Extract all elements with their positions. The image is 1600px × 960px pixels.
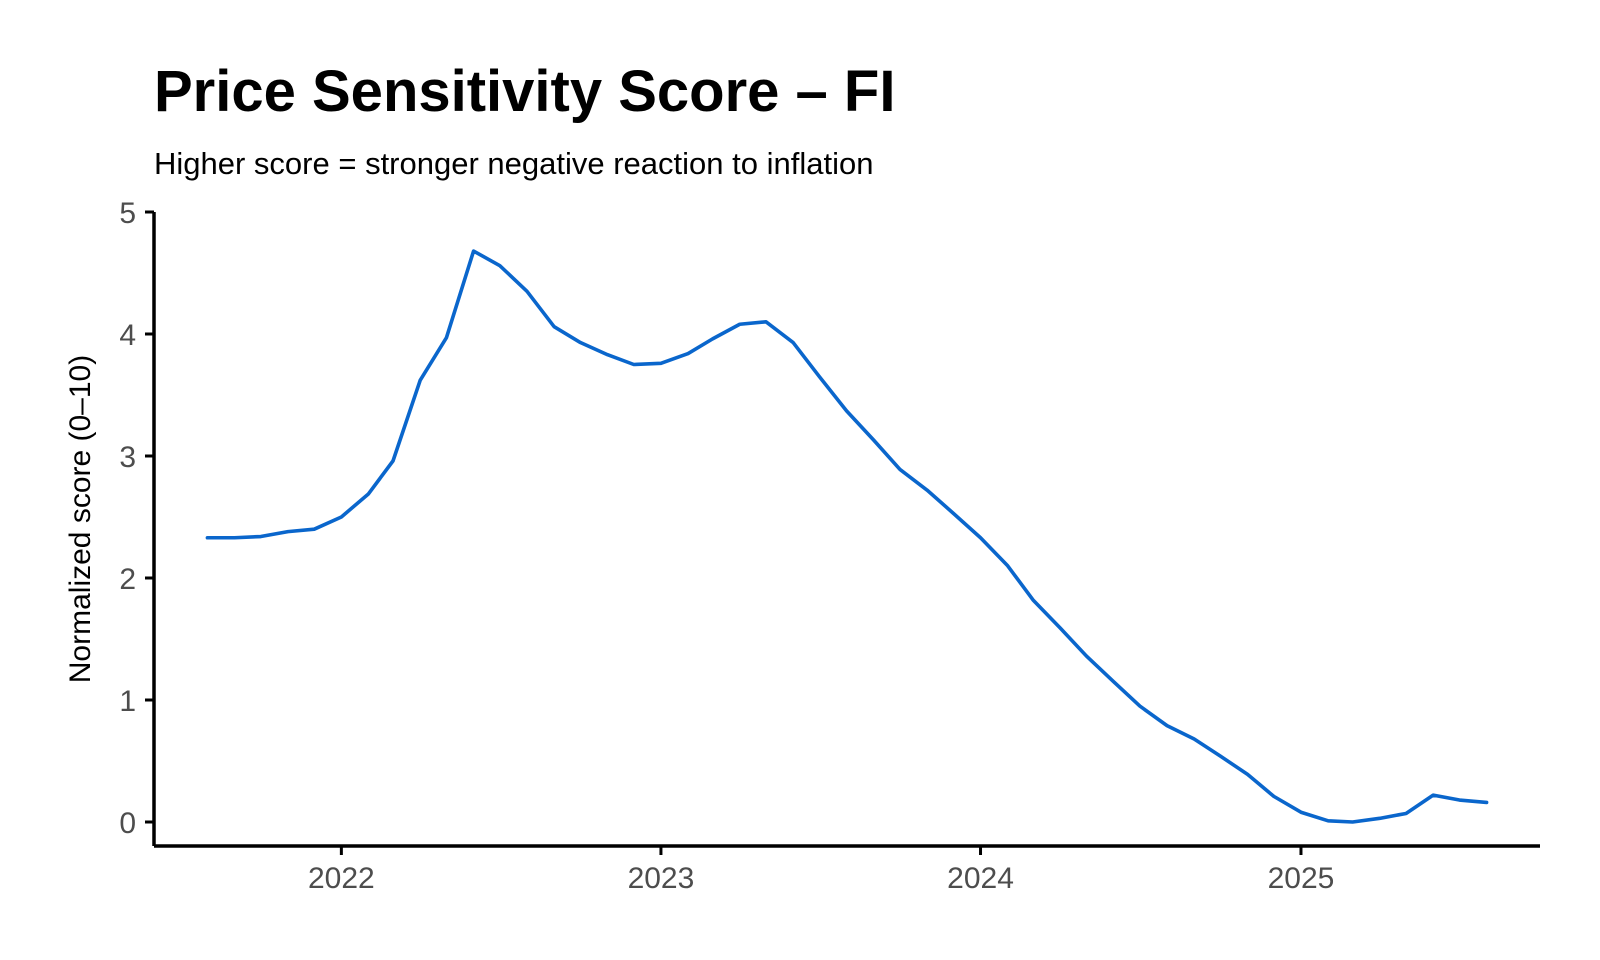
y-tick-label: 3 [119,441,136,474]
data-point [1112,680,1116,684]
y-tick-label: 4 [119,319,136,352]
data-point [525,289,529,293]
x-tick-label: 2022 [308,862,375,895]
data-point [1165,724,1169,728]
data-point [711,337,715,341]
data-point [1031,598,1035,602]
data-point [1485,800,1489,804]
data-point [1457,798,1461,802]
x-tick-label: 2025 [1268,862,1335,895]
series-line [205,249,1489,824]
data-point [659,361,663,365]
data-point [872,438,876,442]
y-tick-label: 1 [119,685,136,718]
data-point [286,530,290,534]
data-point [979,536,983,540]
data-point [1299,810,1303,814]
chart-subtitle: Higher score = stronger negative reactio… [154,146,874,181]
data-point [1138,704,1142,708]
data-point [1246,772,1250,776]
data-point [606,353,610,357]
y-tick-label: 2 [119,563,136,596]
data-point [339,515,343,519]
data-point [686,352,690,356]
x-tick-label: 2024 [947,862,1014,895]
y-axis-ticks: 0 1 2 3 4 5 [119,197,154,840]
chart-title: Price Sensitivity Score – FI [154,59,896,124]
data-point [1006,564,1010,568]
data-point [1218,754,1222,758]
data-point [1058,626,1062,630]
data-point [367,492,371,496]
data-point [233,536,237,540]
data-point [205,536,209,540]
data-point [1378,816,1382,820]
y-tick-label: 0 [119,807,136,840]
data-point [925,488,929,492]
data-point [632,363,636,367]
data-point [764,320,768,324]
data-point [1192,737,1196,741]
data-point [1326,819,1330,823]
data-point [951,511,955,515]
data-point [1084,654,1088,658]
data-point [472,249,476,253]
data-point [817,375,821,379]
data-point [312,527,316,531]
data-point [791,341,795,345]
data-point [898,467,902,471]
data-point [498,264,502,268]
data-point [444,336,448,340]
data-point [1404,811,1408,815]
data-point [552,325,556,329]
data-point [578,341,582,345]
x-axis-ticks: 2022 2023 2024 2025 [308,846,1334,895]
data-points [205,249,1488,824]
x-tick-label: 2023 [628,862,695,895]
data-point [1351,820,1355,824]
y-axis-label: Normalized score (0–10) [64,355,97,683]
data-point [845,409,849,413]
data-point [738,322,742,326]
y-tick-label: 5 [119,197,136,230]
data-point [1272,794,1276,798]
data-point [259,535,263,539]
data-point [391,459,395,463]
data-point [1431,793,1435,797]
data-point [418,378,422,382]
